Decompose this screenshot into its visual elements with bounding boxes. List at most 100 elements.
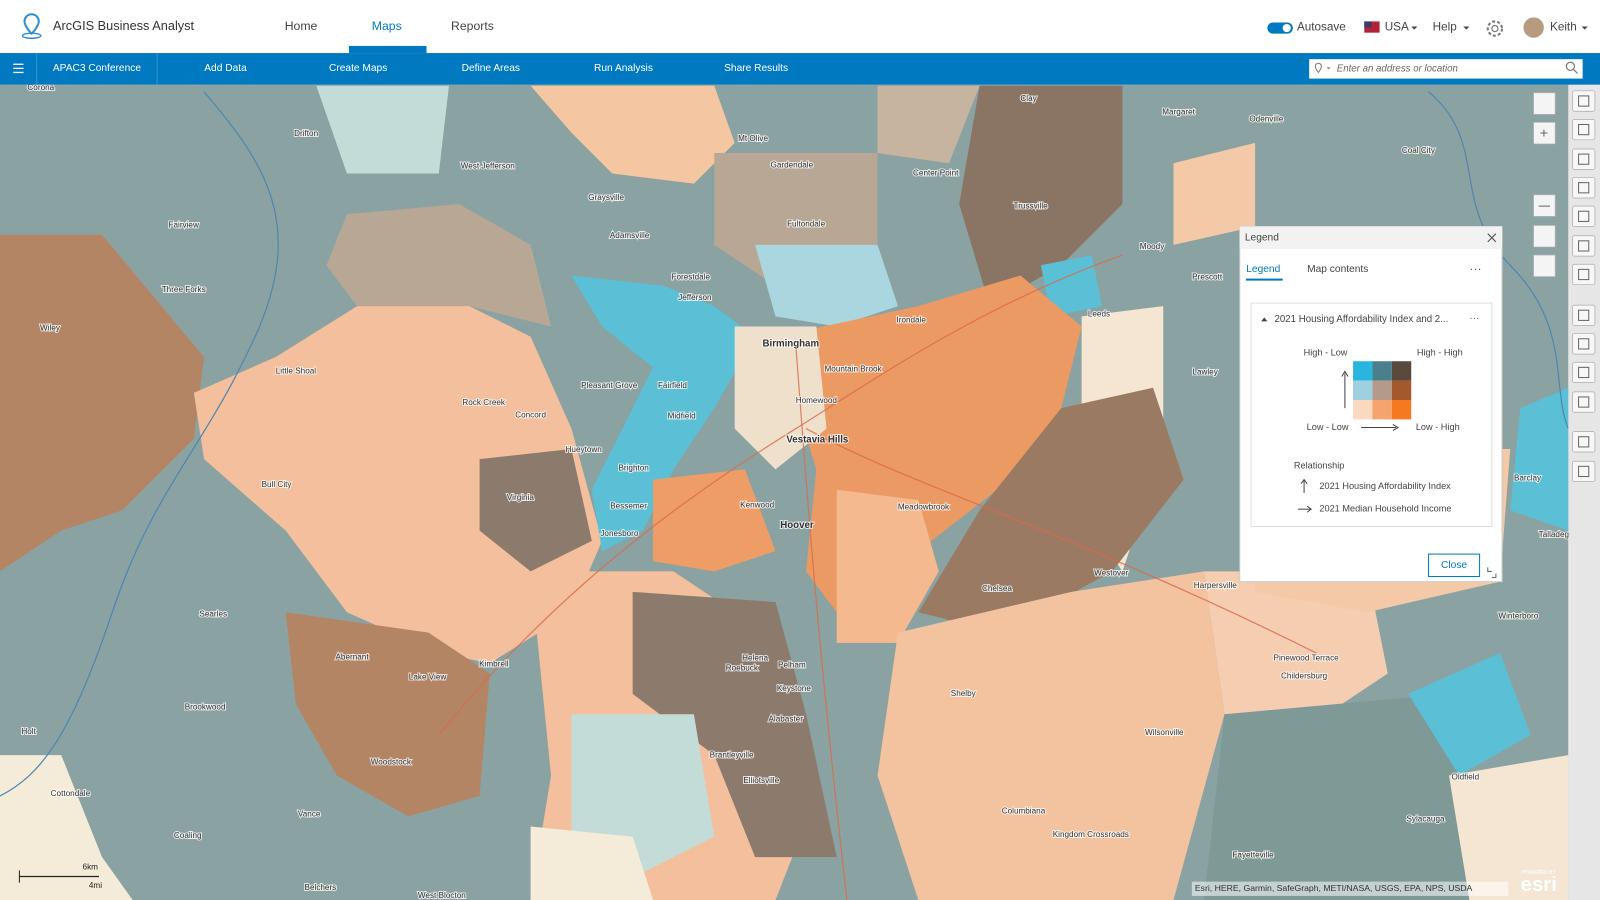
- zoom-in-button[interactable]: [1533, 122, 1556, 145]
- legend-close-x[interactable]: [1487, 233, 1497, 243]
- close-button[interactable]: [1428, 553, 1481, 578]
- place-label: Lawley: [1192, 368, 1218, 377]
- tool-button[interactable]: [1572, 361, 1596, 384]
- help-menu[interactable]: Help: [1433, 21, 1458, 34]
- tool-button[interactable]: [1572, 235, 1596, 257]
- country-selector[interactable]: USA: [1385, 21, 1409, 34]
- tool-icon: [1578, 309, 1590, 321]
- tool-button[interactable]: [1572, 205, 1596, 227]
- place-label: Belchers: [305, 883, 337, 892]
- workflow-step[interactable]: Run Analysis: [594, 63, 653, 74]
- legend-options[interactable]: ···: [1469, 262, 1481, 276]
- place-label: Rock Creek: [462, 398, 506, 407]
- tool-button[interactable]: [1572, 391, 1596, 413]
- search-box[interactable]: [1309, 59, 1583, 79]
- place-label: Kimbrell: [479, 659, 509, 668]
- place-label: Talladega: [1539, 530, 1574, 539]
- basemap-button[interactable]: [1533, 92, 1556, 115]
- highway: [438, 254, 1123, 736]
- corner-label: Low - High: [1416, 422, 1460, 432]
- place-label: Wilsonville: [1145, 728, 1184, 737]
- resize-handle[interactable]: [1487, 567, 1497, 579]
- place-label: Jonesboro: [600, 529, 639, 538]
- tool-button[interactable]: [1572, 148, 1596, 170]
- place-label: Barclay: [1514, 474, 1542, 483]
- place-label: Center Point: [913, 169, 959, 178]
- tool-icon: [1578, 240, 1590, 252]
- tool-button[interactable]: [1572, 177, 1596, 199]
- app-logo: [21, 32, 42, 39]
- tool-button[interactable]: [1572, 460, 1596, 482]
- highway: [805, 428, 1317, 654]
- app-title: ArcGIS Business Analyst: [53, 18, 194, 33]
- place-label: Virginia: [507, 493, 535, 502]
- place-label: Lake View: [409, 673, 447, 682]
- place-label: Childersburg: [1281, 672, 1328, 681]
- home-button[interactable]: [1533, 225, 1556, 248]
- collapse-caret[interactable]: [1261, 317, 1268, 322]
- tool-button[interactable]: [1572, 90, 1596, 112]
- place-label: Coal City: [1402, 146, 1436, 155]
- region: [571, 275, 756, 552]
- tool-button[interactable]: [1572, 119, 1596, 141]
- place-label: Fayetteville: [1232, 850, 1274, 859]
- attribution: Esri, HERE, Garmin, SafeGraph, METI/NASA…: [1195, 883, 1473, 893]
- region: [1204, 693, 1470, 900]
- tab-legend[interactable]: Legend: [1246, 264, 1280, 275]
- user-avatar[interactable]: [1523, 17, 1544, 38]
- legend-swatch: [1372, 380, 1392, 400]
- tool-button[interactable]: [1572, 304, 1596, 326]
- tool-button[interactable]: [1572, 431, 1596, 453]
- flag: [1364, 21, 1380, 33]
- place-label: Hueytown: [566, 445, 602, 454]
- workflow-step[interactable]: Add Data: [204, 63, 247, 74]
- place-label: Searles: [199, 609, 227, 618]
- project-name[interactable]: APAC3 Conference: [53, 63, 141, 74]
- workflow-step[interactable]: Share Results: [724, 63, 788, 74]
- nav-reports[interactable]: Reports: [451, 19, 494, 33]
- powered-by: POWERED BY: [1522, 870, 1557, 876]
- workflow-step[interactable]: Define Areas: [462, 63, 520, 74]
- attribution-bg: [1191, 881, 1509, 896]
- tab-map-contents[interactable]: Map contents: [1307, 264, 1368, 275]
- place-label: Margaret: [1162, 107, 1195, 116]
- x-arrowhead: [1392, 424, 1399, 432]
- locate-button[interactable]: [1533, 254, 1556, 277]
- toggle-knob: [1282, 23, 1291, 33]
- y-arrowhead: [1300, 478, 1308, 484]
- region: [755, 244, 898, 327]
- layer-options[interactable]: ···: [1469, 313, 1479, 324]
- place-label: Homewood: [796, 396, 838, 405]
- tool-icon: [1578, 268, 1590, 281]
- place-label: Pelham: [778, 660, 806, 669]
- settings-button[interactable]: [1486, 20, 1504, 37]
- place-label: Oldfield: [1451, 773, 1479, 782]
- map-controls: +: [1533, 92, 1556, 277]
- region: [1173, 142, 1256, 245]
- region: [877, 85, 980, 164]
- place-label: Vestavia Hills: [786, 434, 848, 445]
- region: [530, 85, 735, 184]
- nav-maps[interactable]: Maps: [372, 19, 402, 33]
- place-label: Hoover: [780, 520, 814, 531]
- place-label: Kingdom Crossroads: [1053, 830, 1129, 839]
- settings-icon: [1491, 24, 1499, 33]
- esri-logo: esri: [1521, 874, 1557, 896]
- user-menu[interactable]: Keith: [1550, 21, 1577, 34]
- place-label: Concord: [515, 410, 546, 419]
- tool-button[interactable]: [1572, 333, 1596, 355]
- menu-button[interactable]: [13, 63, 24, 74]
- place-label: Prescott: [1192, 273, 1223, 282]
- map-labels: Corona Drifton Mt Olive Clay Margaret Odenvil…: [20, 82, 1575, 900]
- search-button[interactable]: [1565, 61, 1576, 72]
- tool-button[interactable]: [1572, 263, 1596, 286]
- workflow-step[interactable]: Create Maps: [329, 63, 387, 74]
- place-label: Roebuck: [726, 664, 759, 673]
- tab-indicator: [1245, 278, 1283, 281]
- place-label: Chelsea: [982, 584, 1012, 593]
- tool-icon: [1578, 436, 1590, 448]
- nav-home[interactable]: Home: [285, 19, 318, 33]
- legend-swatch: [1372, 400, 1392, 420]
- y-variable: 2021 Housing Affordability Index: [1319, 481, 1451, 491]
